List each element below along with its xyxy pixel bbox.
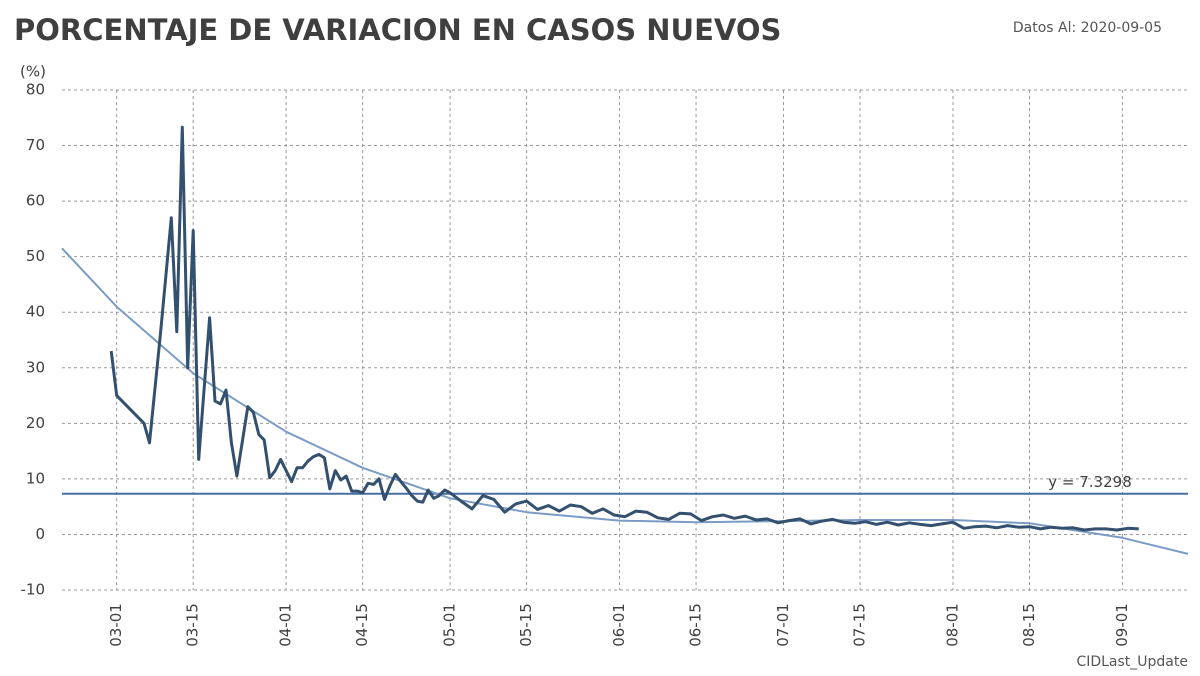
y-tick-label: 80 <box>26 81 45 99</box>
reference-label: y = 7.3298 <box>1048 473 1131 491</box>
y-axis-label: (%) <box>20 63 46 81</box>
x-tick-label: 05-15 <box>517 603 535 647</box>
footer: CIDLast_Update <box>1076 654 1188 670</box>
y-tick-label: 50 <box>26 247 45 265</box>
y-tick-label: -10 <box>21 581 46 599</box>
x-tick-label: 06-01 <box>610 603 628 647</box>
y-tick-label: 70 <box>26 136 45 154</box>
y-tick-label: 30 <box>26 358 45 376</box>
x-tick-label: 07-15 <box>851 603 869 647</box>
y-tick-label: 10 <box>26 469 45 487</box>
x-tick-label: 06-15 <box>687 603 705 647</box>
y-tick-label: 20 <box>26 414 45 432</box>
subtitle: Datos Al: 2020-09-05 <box>1013 20 1162 36</box>
data-line <box>109 125 1139 532</box>
x-tick-label: 03-15 <box>184 603 202 647</box>
x-tick-label: 04-15 <box>353 603 371 647</box>
y-tick-label: 40 <box>26 303 45 321</box>
x-tick-label: 03-01 <box>107 603 125 647</box>
chart-title: PORCENTAJE DE VARIACION EN CASOS NUEVOS <box>14 13 781 47</box>
x-tick-label: 07-01 <box>774 603 792 647</box>
data-line <box>61 247 1189 555</box>
x-tick-label: 08-15 <box>1020 603 1038 647</box>
x-tick-label: 05-01 <box>441 603 459 647</box>
y-tick-label: 60 <box>26 192 45 210</box>
x-tick-label: 08-01 <box>943 603 961 647</box>
x-tick-label: 04-01 <box>277 603 295 647</box>
y-tick-label: 0 <box>35 525 45 543</box>
x-tick-label: 09-01 <box>1113 603 1131 647</box>
